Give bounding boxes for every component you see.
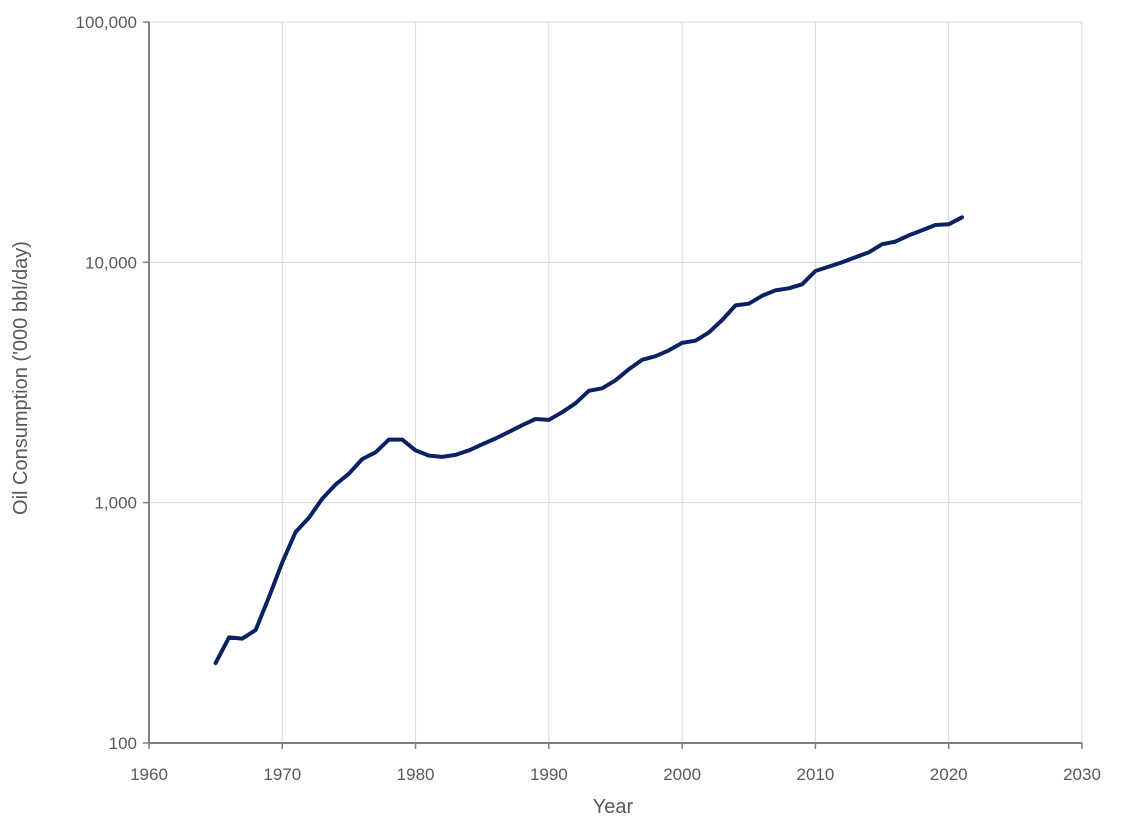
series-lines [213,215,964,666]
x-tick-label: 1980 [397,765,435,784]
series-line [213,215,964,666]
x-tick-label: 2030 [1063,765,1101,784]
y-axis-title: Oil Consumption ('000 bbl/day) [10,241,32,515]
x-tick-label: 1960 [130,765,168,784]
x-axis-title: Year [593,796,634,818]
x-tick-label: 1990 [530,765,568,784]
gridlines [149,21,1083,743]
x-tick-label: 2010 [797,765,835,784]
x-tick-label: 1970 [263,765,301,784]
tick-labels: 1960 1970 1980 1990 2000 2010 2020 2030 100 1,000… [76,13,1101,784]
x-tick-label: 2020 [930,765,968,784]
x-tick-label: 2000 [663,765,701,784]
y-tick-label: 100,000 [76,13,137,32]
y-tick-label: 100 [109,734,137,753]
y-tick-label: 10,000 [85,253,137,272]
y-tick-label: 1,000 [94,494,137,513]
axes [143,21,1083,749]
